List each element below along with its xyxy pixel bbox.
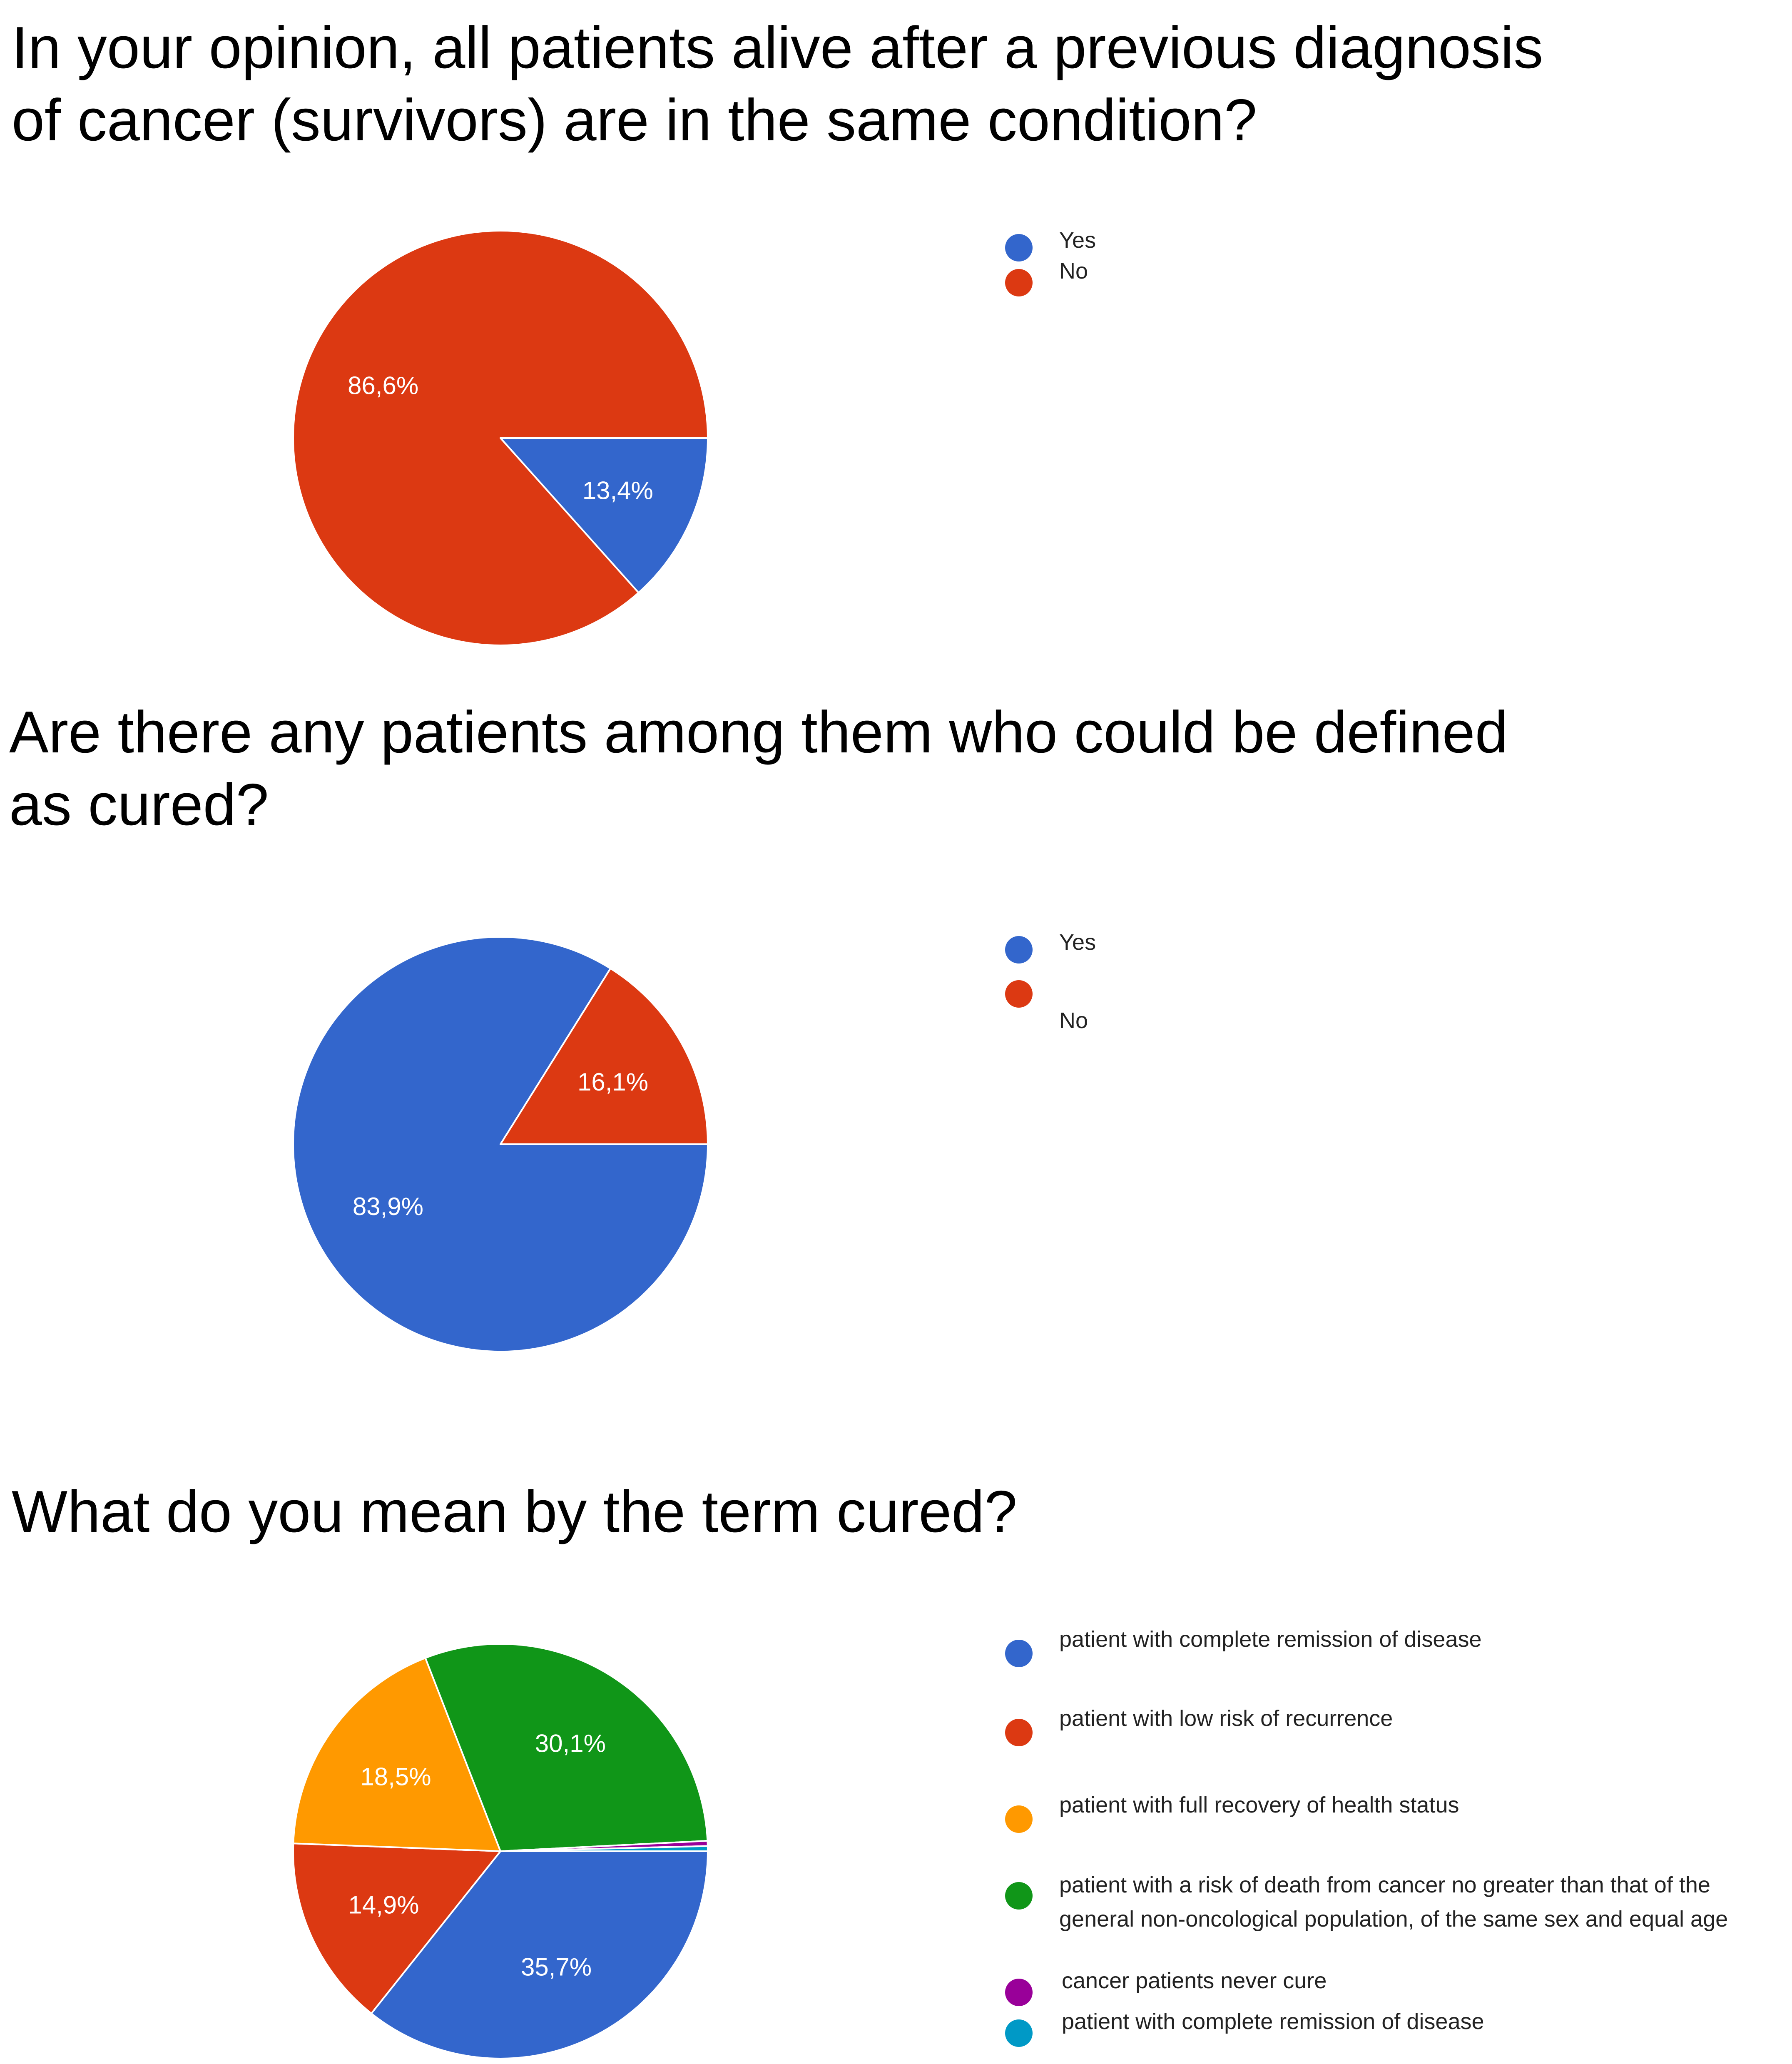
chart-3-legend-label-risk-of-death-line-2: general non-oncological population, of t… <box>1059 1907 1728 1932</box>
chart-2-legend-label-no: No <box>1059 1008 1088 1033</box>
chart-3-pie: 35,7% 14,9% 18,5% 30,1% <box>292 1643 709 2059</box>
chart-3-legend-swatch-risk-of-death <box>1005 1882 1033 1910</box>
chart-2-title-line-1: Are there any patients among them who co… <box>9 699 1508 765</box>
chart-2-slice-2-value-label: 16,1% <box>577 1068 648 1096</box>
chart-3-slice-2-patient-with-low-risk-of-recurrence <box>292 1842 501 2014</box>
chart-3-slice-4-value-label: 30,1% <box>535 1729 606 1757</box>
chart-2-pie: 83,9% 16,1% <box>292 936 709 1352</box>
chart-2-legend-swatch-no <box>1005 980 1033 1008</box>
chart-3-slice-3-patient-with-full-recovery-of-health-status <box>292 1657 501 1852</box>
chart-3-legend-swatch-complete-remission-2 <box>1005 2019 1033 2047</box>
chart-1-title-line-2: of cancer (survivors) are in the same co… <box>12 87 1257 153</box>
chart-3-slice-1-patient-with-complete-remission-of-disease <box>370 1850 709 2059</box>
chart-3-slice-6-patient-with-complete-remission-of-disease <box>500 1845 709 1852</box>
chart-2-legend-swatch-yes <box>1005 936 1033 964</box>
chart-2-title: Are there any patients among them who co… <box>9 696 1508 841</box>
chart-1-slice-1-value-label: 13,4% <box>582 477 653 505</box>
chart-1-slice-2-value-label: 86,6% <box>348 371 418 399</box>
chart-3-legend-label-full-recovery: patient with full recovery of health sta… <box>1059 1793 1459 1818</box>
chart-1-title: In your opinion, all patients alive afte… <box>12 12 1543 157</box>
chart-3-title-line-1: What do you mean by the term cured? <box>12 1479 1018 1545</box>
chart-3-slice-2-value-label: 14,9% <box>348 1891 419 1919</box>
chart-3-slice-3-value-label: 18,5% <box>360 1763 431 1790</box>
chart-2-legend-label-yes: Yes <box>1059 930 1096 955</box>
chart-3-legend-label-complete-remission: patient with complete remission of disea… <box>1059 1627 1482 1652</box>
chart-3-legend-label-never-cure: cancer patients never cure <box>1062 1968 1327 1993</box>
chart-2-slice-1-yes <box>292 936 709 1352</box>
chart-3-slice-4-patient-with-a-risk-of-death-from-cancer-no-greater-than-that-of-the-general-non-oncological-population-of-the-same-sex-and-equal-age <box>424 1643 709 1852</box>
chart-3-slice-1-value-label: 35,7% <box>521 1953 592 1981</box>
chart-1-slice-1-yes <box>500 437 709 594</box>
chart-2-title-line-2: as cured? <box>9 772 269 838</box>
chart-1-legend-swatch-no <box>1005 269 1033 296</box>
chart-3-legend-label-risk-of-death-line-1: patient with a risk of death from cancer… <box>1059 1872 1710 1897</box>
chart-3-legend-label-complete-remission-2: patient with complete remission of disea… <box>1062 2009 1484 2034</box>
chart-3-legend-swatch-never-cure <box>1005 1979 1033 2006</box>
chart-1-title-line-1: In your opinion, all patients alive afte… <box>12 15 1543 81</box>
chart-2-slice-1-value-label: 83,9% <box>353 1193 423 1220</box>
chart-2-slice-2-no <box>500 967 709 1145</box>
chart-3-legend-label-low-risk: patient with low risk of recurrence <box>1059 1706 1393 1731</box>
chart-3-legend-label-risk-of-death: patient with a risk of death from cancer… <box>1059 1868 1728 1936</box>
chart-1-legend-swatch-yes <box>1005 234 1033 261</box>
chart-1-pie: 13,4% 86,6% <box>292 230 709 646</box>
chart-1-legend-label-no: No <box>1059 259 1088 284</box>
chart-3-legend-swatch-low-risk <box>1005 1719 1033 1746</box>
chart-3-legend-swatch-full-recovery <box>1005 1805 1033 1833</box>
chart-3-legend-swatch-complete-remission <box>1005 1640 1033 1667</box>
chart-1-slice-2-no <box>292 230 709 646</box>
chart-3-title: What do you mean by the term cured? <box>12 1476 1017 1548</box>
chart-1-legend-label-yes: Yes <box>1059 228 1096 253</box>
